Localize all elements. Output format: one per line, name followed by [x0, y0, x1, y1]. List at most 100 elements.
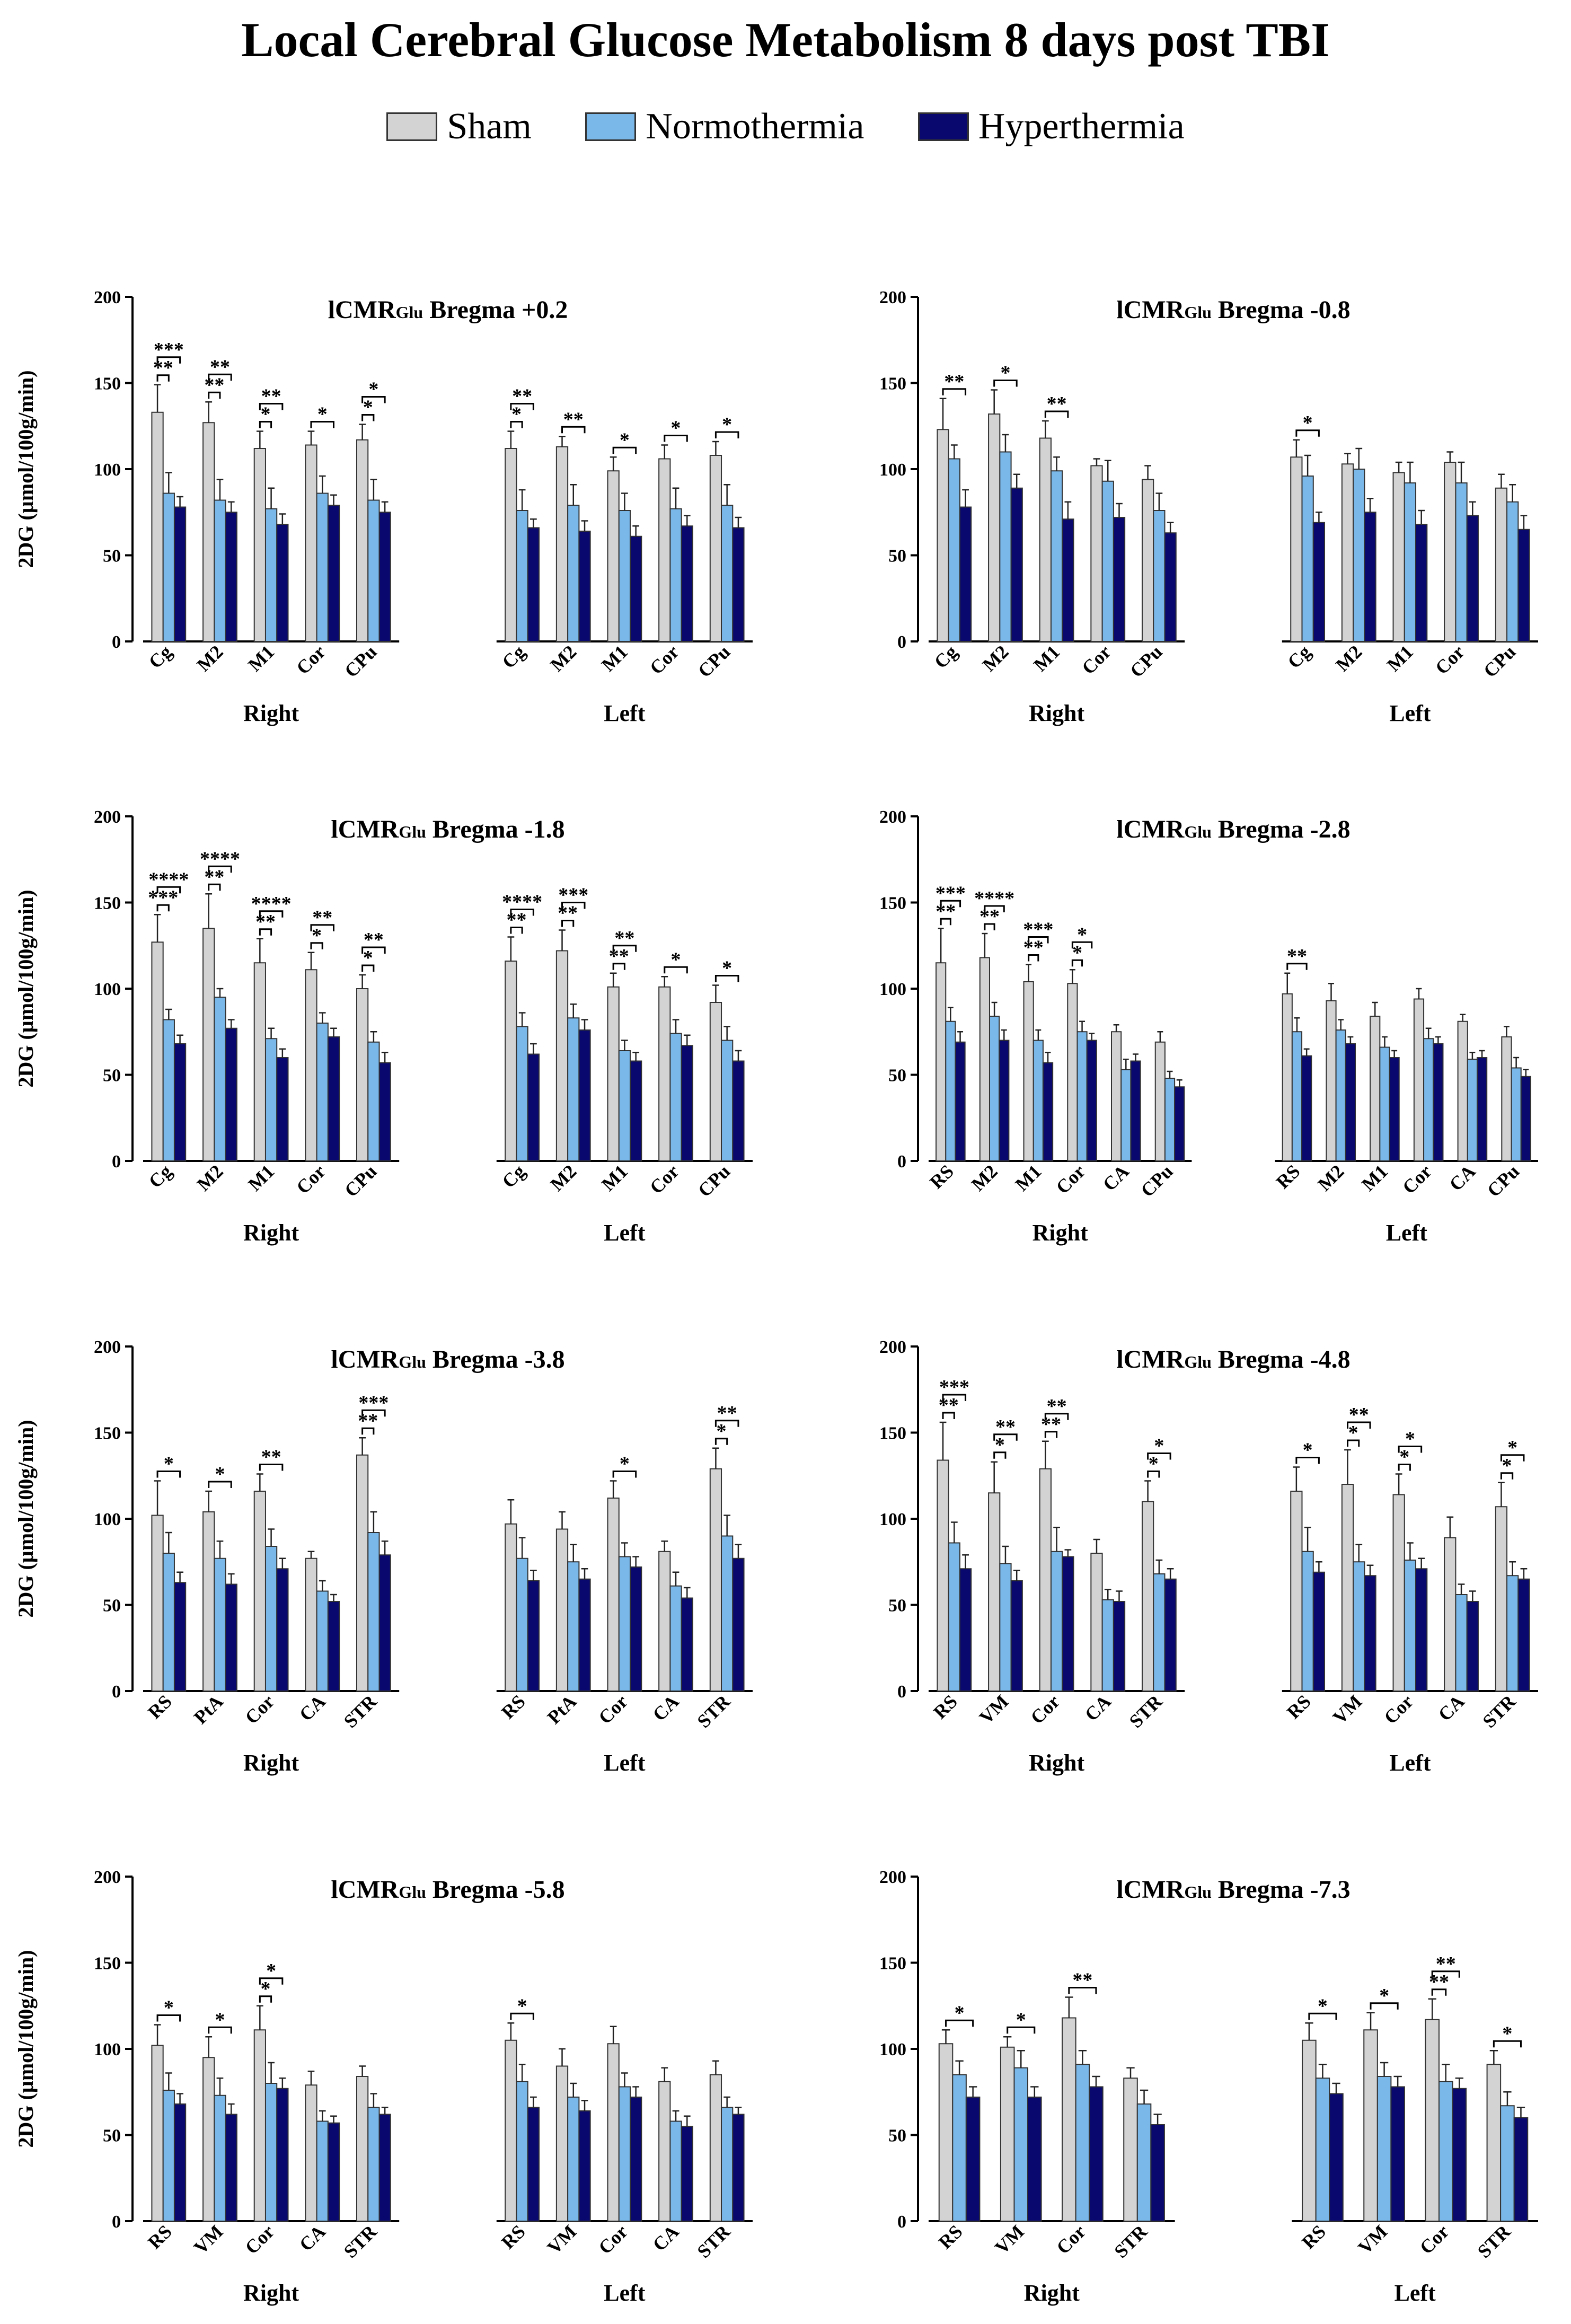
- x-tick-label: M2: [546, 1160, 580, 1195]
- y-tick-label: 100: [94, 1510, 121, 1529]
- x-tick-label: RS: [1298, 2221, 1330, 2253]
- bar-hyperthermia: [378, 1554, 391, 1692]
- legend-item-normothermia: Normothermia: [585, 102, 864, 148]
- bar-sham: [607, 470, 620, 642]
- bar-normothermia: [1455, 482, 1468, 642]
- bar-hyperthermia: [1415, 524, 1428, 642]
- significance-bracket: [208, 865, 232, 873]
- x-tick-label: RS: [934, 2221, 967, 2253]
- bar-sham: [555, 1528, 569, 1692]
- legend-item-sham: Sham: [386, 102, 532, 148]
- bar-normothermia: [162, 492, 175, 642]
- x-tick-label: Cor: [594, 2221, 632, 2258]
- x-tick-label: CPu: [1126, 641, 1166, 681]
- y-tick-label: 150: [879, 374, 906, 394]
- bar-hyperthermia: [225, 2114, 237, 2222]
- panel-title-subscript: Glu: [396, 303, 423, 322]
- bar-sham: [1457, 1020, 1468, 1161]
- y-tick-label: 0: [897, 1682, 906, 1702]
- significance-label: *: [511, 403, 522, 426]
- significance-bracket: [259, 421, 272, 428]
- bar-sham: [658, 458, 671, 642]
- y-tick-label: 100: [879, 460, 906, 480]
- significance-label: *: [1399, 1446, 1409, 1468]
- bar-normothermia: [264, 1038, 278, 1161]
- significance-bracket: [940, 900, 961, 908]
- bar-sham: [607, 2043, 620, 2222]
- y-tick-label: 200: [94, 1337, 121, 1357]
- bar-normothermia: [367, 499, 380, 642]
- bar-sham: [709, 1002, 722, 1161]
- x-tick-label: CPu: [694, 1160, 734, 1201]
- significance-bracket: [1044, 1431, 1058, 1438]
- bar-normothermia: [1506, 501, 1519, 642]
- significance-bracket: [361, 1427, 375, 1435]
- bar-normothermia: [1506, 1575, 1519, 1692]
- bar-normothermia: [1353, 469, 1365, 642]
- bar-normothermia: [316, 1590, 329, 1692]
- x-tick-label: RS: [1272, 1160, 1304, 1193]
- bar-sham: [356, 1454, 369, 1692]
- significance-label: **: [1047, 1395, 1067, 1418]
- bar-hyperthermia: [732, 2114, 745, 2222]
- significance-label: *: [266, 1960, 276, 1982]
- significance-label: ****: [502, 891, 542, 913]
- bar-normothermia: [1404, 1560, 1417, 1692]
- significance-label: **: [563, 408, 584, 430]
- x-tick-label: RS: [144, 2221, 176, 2253]
- x-tick-label: Cor: [646, 641, 683, 679]
- y-tick-label: 200: [94, 807, 121, 827]
- bar-sham: [505, 1523, 517, 1692]
- significance-label: *: [215, 2009, 225, 2031]
- bar-normothermia: [1423, 1038, 1434, 1161]
- bar-hyperthermia: [1312, 1571, 1326, 1692]
- bar-hyperthermia: [225, 1583, 237, 1692]
- significance-label: *: [1149, 1453, 1159, 1475]
- bar-hyperthermia: [276, 2088, 289, 2222]
- x-tick-label: CA: [649, 2221, 683, 2255]
- significance-bracket: [1028, 954, 1039, 962]
- bar-normothermia: [1153, 1573, 1166, 1692]
- x-tick-label: M2: [193, 1160, 227, 1195]
- x-tick-label: CPu: [340, 641, 381, 681]
- y-tick-label: 50: [888, 2126, 906, 2146]
- x-tick-label: RS: [1283, 1691, 1315, 1723]
- significance-bracket: [1147, 1471, 1160, 1478]
- panel-title-subscript: Glu: [1184, 1882, 1212, 1902]
- y-tick-label: 150: [879, 1954, 906, 1974]
- y-tick-label: 0: [112, 2212, 121, 2232]
- significance-bracket: [259, 1977, 284, 1985]
- bar-sham: [1444, 462, 1457, 642]
- significance-label: **: [1287, 945, 1307, 967]
- bar-hyperthermia: [1301, 1055, 1312, 1161]
- significance-label: **: [995, 1416, 1016, 1438]
- bar-normothermia: [1379, 1046, 1390, 1161]
- bar-sham: [1154, 1041, 1166, 1161]
- x-group-label-right: Right: [1029, 700, 1084, 726]
- y-tick-label: 50: [103, 1066, 121, 1086]
- bar-sham: [253, 1491, 266, 1692]
- significance-label: **: [358, 1410, 378, 1432]
- x-tick-label: Cor: [1052, 1160, 1090, 1198]
- bar-hyperthermia: [327, 1036, 340, 1161]
- bar-hyperthermia: [173, 1582, 187, 1692]
- x-tick-label: CA: [1445, 1160, 1480, 1195]
- significance-label: *: [1154, 1435, 1164, 1457]
- significance-label: *: [1303, 1439, 1313, 1462]
- bar-normothermia: [1467, 1059, 1478, 1161]
- significance-bracket: [1431, 1970, 1460, 1978]
- x-tick-label: CA: [1434, 1691, 1469, 1725]
- bar-normothermia: [669, 1033, 682, 1161]
- significance-label: **: [935, 900, 956, 922]
- significance-bracket: [984, 923, 995, 930]
- x-tick-label: M2: [193, 641, 227, 675]
- y-tick-label: 50: [103, 1596, 121, 1616]
- bar-hyperthermia: [1027, 2097, 1042, 2222]
- bar-sham: [151, 2045, 164, 2222]
- bar-sham: [1282, 993, 1293, 1161]
- bar-sham: [305, 1557, 317, 1692]
- bar-normothermia: [1291, 1031, 1303, 1161]
- legend-swatch-sham: [386, 112, 438, 141]
- panel-title-rest: Bregma -3.8: [426, 1345, 565, 1374]
- significance-label: **: [939, 1394, 959, 1416]
